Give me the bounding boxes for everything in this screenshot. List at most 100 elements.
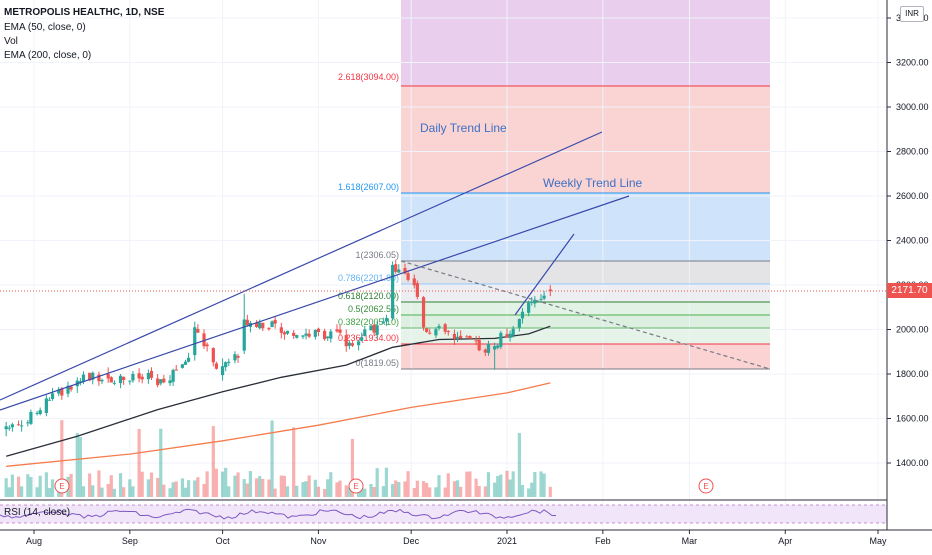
candle-body: [140, 376, 144, 380]
volume-bar: [279, 475, 283, 497]
candle-body: [60, 388, 64, 396]
volume-bar: [137, 428, 141, 497]
candle-body: [542, 295, 546, 299]
volume-bar: [224, 467, 228, 497]
volume-bar: [335, 482, 339, 497]
volume-bar: [202, 483, 206, 497]
volume-bar: [375, 468, 379, 497]
candle-body: [270, 321, 274, 328]
volume-bar: [403, 481, 407, 497]
volume-bar: [391, 483, 395, 497]
candle-body: [381, 321, 385, 324]
volume-bar: [88, 473, 92, 497]
volume-bar: [347, 486, 351, 497]
volume-bar: [326, 479, 330, 497]
volume-bar: [78, 437, 82, 497]
earnings-marker-3[interactable]: [698, 478, 714, 494]
volume-bar: [44, 472, 48, 497]
fib-label-0618: 0.618(2120.00): [338, 291, 399, 301]
earnings-marker-2[interactable]: [348, 478, 364, 494]
rsi-band: [0, 505, 887, 523]
volume-bar: [316, 486, 321, 497]
candle-body: [159, 379, 163, 384]
fib-label-1: 1(2306.05): [355, 250, 399, 260]
x-tick-label: May: [869, 536, 887, 546]
candle-body: [118, 375, 123, 384]
candle-body: [180, 364, 184, 368]
candle-body: [202, 333, 206, 347]
earnings-marker-3-label: E: [703, 482, 708, 491]
trend-lines[interactable]: [0, 131, 771, 411]
candle-body: [428, 332, 432, 334]
volume-bar: [214, 468, 219, 497]
dashed-resistance-line[interactable]: [400, 260, 771, 370]
candle-body: [4, 426, 8, 430]
fib-zone-1618-1: [401, 193, 770, 261]
volume-bar: [149, 472, 154, 497]
fib-labels: 2.618(3094.00) 1.618(2607.00) 1(2306.05)…: [338, 72, 399, 368]
volume-bar: [508, 479, 512, 497]
candle-body: [465, 336, 469, 338]
candle-body: [81, 374, 86, 382]
candle-body: [285, 330, 290, 334]
candle-body: [10, 424, 14, 428]
volume-bar: [465, 471, 469, 497]
volume-bar: [542, 473, 546, 497]
last-price-tag: 2171.70: [887, 283, 932, 298]
volume-bar: [16, 476, 21, 497]
x-tick-label: Apr: [778, 536, 792, 546]
candle-body: [273, 319, 277, 324]
price-axis[interactable]: 1400.001600.001800.002000.002200.002400.…: [887, 13, 929, 468]
volume-bar: [496, 475, 500, 497]
candle-body: [412, 278, 416, 286]
volume-bar: [425, 482, 429, 497]
fib-label-0382: 0.382(2005.10): [338, 317, 399, 327]
y-tick-label: 3200.00: [896, 58, 929, 68]
weekly-trend-line[interactable]: [0, 195, 630, 411]
y-tick-label: 2400.00: [896, 236, 929, 246]
symbol-title: METROPOLIS HEALTHC, 1D, NSE: [4, 7, 165, 18]
rsi-legend[interactable]: RSI (14, close): [4, 507, 71, 518]
volume-bar: [527, 488, 531, 497]
breakout-trend-line[interactable]: [514, 233, 575, 316]
volume-bar: [242, 479, 246, 497]
volume-bar: [156, 477, 160, 497]
volume-bar: [258, 476, 262, 497]
candle-body: [106, 374, 110, 379]
candle-body: [57, 389, 61, 394]
currency-button[interactable]: INR: [900, 6, 924, 22]
candle-body: [499, 332, 503, 347]
volume-legend[interactable]: Vol: [4, 36, 18, 47]
volume-bar: [81, 486, 86, 497]
rsi-pane[interactable]: [0, 499, 887, 524]
x-tick-label: Oct: [216, 536, 231, 546]
ema50-legend[interactable]: EMA (50, close, 0): [4, 22, 86, 33]
volume-bar: [47, 487, 52, 497]
fib-zone-0382-0236: [401, 328, 770, 344]
candle-body: [97, 374, 101, 382]
volume-bar: [261, 478, 265, 497]
candle-body: [112, 382, 116, 384]
volume-bar: [455, 480, 460, 497]
fib-zone-0236-0: [401, 344, 770, 369]
candle-body: [347, 342, 351, 346]
volume-bar: [338, 480, 342, 497]
earnings-markers[interactable]: E E E: [54, 478, 714, 494]
volume-bar: [97, 470, 101, 497]
volume-bar: [4, 478, 8, 497]
candle-body: [360, 337, 364, 341]
time-axis[interactable]: Aug Sep Oct Nov Dec 2021 Feb Mar Apr May: [26, 530, 887, 546]
volume-bar: [69, 473, 73, 497]
earnings-marker-1[interactable]: [54, 478, 70, 494]
candle-body: [254, 322, 259, 328]
daily-trend-line[interactable]: [0, 131, 603, 401]
volume-bar: [415, 480, 419, 497]
volume-bar: [205, 471, 209, 497]
volume-bar: [186, 480, 191, 497]
candle-body: [539, 298, 543, 300]
ema200-legend[interactable]: EMA (200, close, 0): [4, 50, 92, 61]
candle-body: [329, 331, 333, 339]
candle-body: [109, 377, 113, 383]
